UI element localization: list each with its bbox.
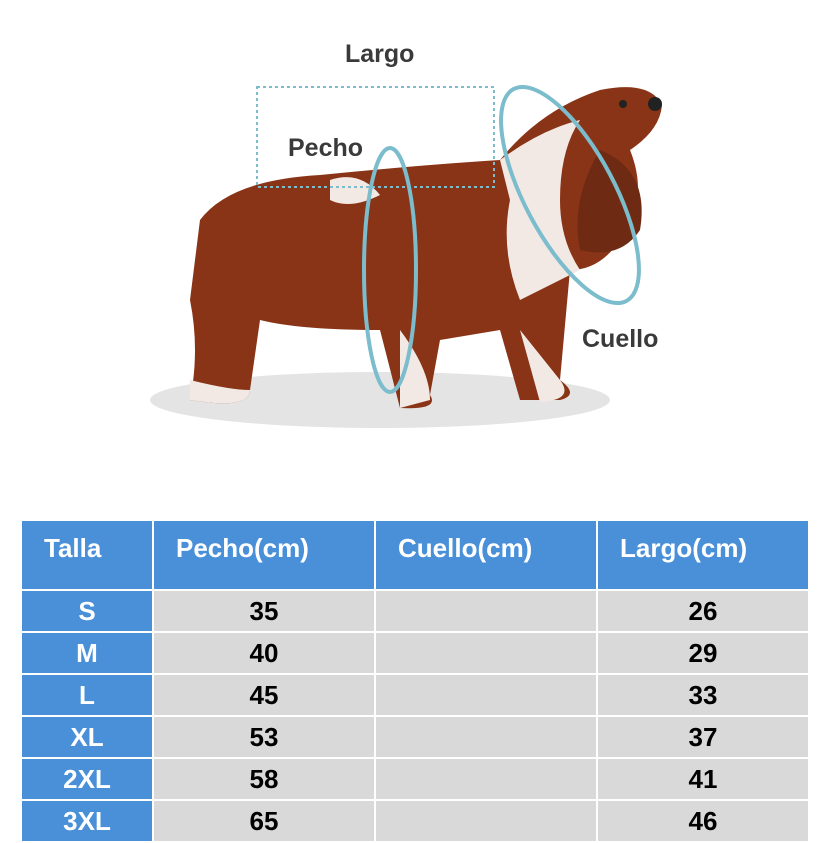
cell-chest: 65 xyxy=(154,801,374,841)
cell-size: 3XL xyxy=(22,801,152,841)
cell-chest: 58 xyxy=(154,759,374,799)
table-row: S 35 26 xyxy=(22,591,808,631)
header-pecho: Pecho(cm) xyxy=(154,521,374,589)
cell-length: 41 xyxy=(598,759,808,799)
cell-chest: 35 xyxy=(154,591,374,631)
cell-length: 33 xyxy=(598,675,808,715)
largo-dotted-line xyxy=(256,86,495,188)
table-header: Talla Pecho(cm) Cuello(cm) Largo(cm) xyxy=(22,521,808,589)
header-largo: Largo(cm) xyxy=(598,521,808,589)
cell-size: XL xyxy=(22,717,152,757)
dog-measurement-illustration xyxy=(150,84,662,428)
cell-length: 46 xyxy=(598,801,808,841)
cell-neck xyxy=(376,759,596,799)
cell-neck xyxy=(376,633,596,673)
cell-length: 26 xyxy=(598,591,808,631)
cell-length: 29 xyxy=(598,633,808,673)
table-row: 3XL 65 46 xyxy=(22,801,808,841)
table-row: 2XL 58 41 xyxy=(22,759,808,799)
header-talla: Talla xyxy=(22,521,152,589)
table-row: XL 53 37 xyxy=(22,717,808,757)
dog-image xyxy=(190,87,662,409)
cell-length: 37 xyxy=(598,717,808,757)
cuello-ring xyxy=(499,84,641,306)
label-largo: Largo xyxy=(345,40,415,68)
label-pecho: Pecho xyxy=(288,134,364,162)
cell-size: 2XL xyxy=(22,759,152,799)
table-row: L 45 33 xyxy=(22,675,808,715)
cell-neck xyxy=(376,675,596,715)
cell-size: L xyxy=(22,675,152,715)
cell-neck xyxy=(376,591,596,631)
cell-neck xyxy=(376,717,596,757)
cell-chest: 45 xyxy=(154,675,374,715)
cell-chest: 53 xyxy=(154,717,374,757)
table-row: M 40 29 xyxy=(22,633,808,673)
cell-chest: 40 xyxy=(154,633,374,673)
label-cuello: Cuello xyxy=(582,325,659,353)
header-cuello: Cuello(cm) xyxy=(376,521,596,589)
cell-size: S xyxy=(22,591,152,631)
pecho-ring xyxy=(362,146,418,394)
shadow xyxy=(150,372,610,428)
cell-size: M xyxy=(22,633,152,673)
size-table: Talla Pecho(cm) Cuello(cm) Largo(cm) S 35… xyxy=(20,519,810,843)
cell-neck xyxy=(376,801,596,841)
